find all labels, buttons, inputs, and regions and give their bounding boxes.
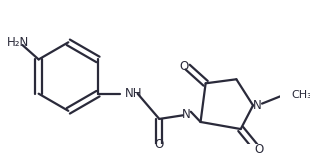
Text: NH: NH xyxy=(125,87,143,100)
Text: O: O xyxy=(155,138,164,151)
Text: H₂N: H₂N xyxy=(7,36,29,49)
Text: O: O xyxy=(254,143,264,156)
Text: N: N xyxy=(253,99,262,112)
Text: O: O xyxy=(179,60,188,73)
Text: N: N xyxy=(182,108,191,121)
Text: CH₃: CH₃ xyxy=(291,90,310,100)
